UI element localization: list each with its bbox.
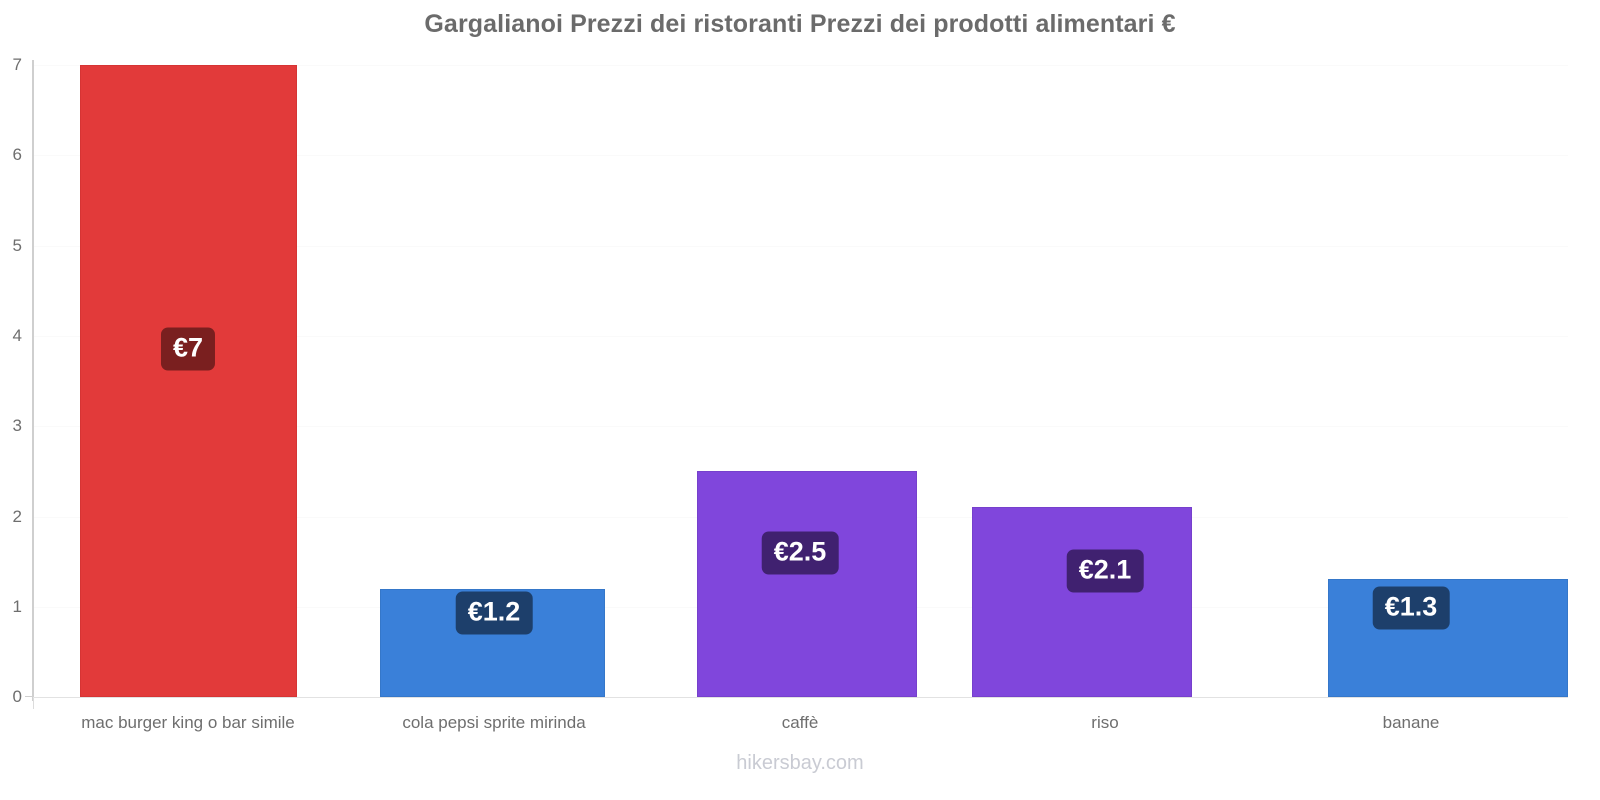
ytick-label-1: 1 [12,597,22,616]
gridline-7 [33,65,1568,66]
bar-caffe[interactable] [697,471,917,697]
ytick-label-5: 5 [12,236,22,255]
y-axis-line [32,60,34,701]
gridline-4 [33,336,1568,337]
ytick-label-3: 3 [12,416,22,435]
ytick-label-2: 2 [12,507,22,526]
footer-credit: hikersbay.com [736,752,864,774]
xtick-label-mac-burger-king-o-bar-simile: mac burger king o bar simile [81,713,295,732]
bar-riso[interactable] [972,507,1192,697]
value-label-cola-pepsi-sprite-mirinda: €1.2 [455,591,533,635]
chart-title: Gargalianoi Prezzi dei ristoranti Prezzi… [424,10,1176,38]
xtick-label-caffe: caffè [781,713,819,732]
xtick-label-riso: riso [1091,713,1119,732]
x-axis-origin-tick [33,697,34,709]
ytick-label-7: 7 [12,55,22,74]
x-axis-line [33,697,1568,698]
ytick-label-0: 0 [12,687,22,706]
xtick-label-banane: banane [1382,713,1440,732]
value-label-mac-burger-king-o-bar-simile: €7 [160,327,216,371]
gridline-6 [33,155,1568,156]
value-label-caffe: €2.5 [761,531,839,575]
value-label-riso: €2.1 [1066,549,1144,593]
gridline-5 [33,246,1568,247]
ytick-label-6: 6 [12,145,22,164]
bar-mac-burger-king-o-bar-simile[interactable] [80,65,297,697]
gridline-3 [33,426,1568,427]
ytick-label-4: 4 [12,326,22,345]
y-axis-zero-tick [25,696,34,697]
xtick-label-cola-pepsi-sprite-mirinda: cola pepsi sprite mirinda [402,713,586,732]
value-label-banane: €1.3 [1372,586,1450,630]
plot-area [33,65,1568,697]
